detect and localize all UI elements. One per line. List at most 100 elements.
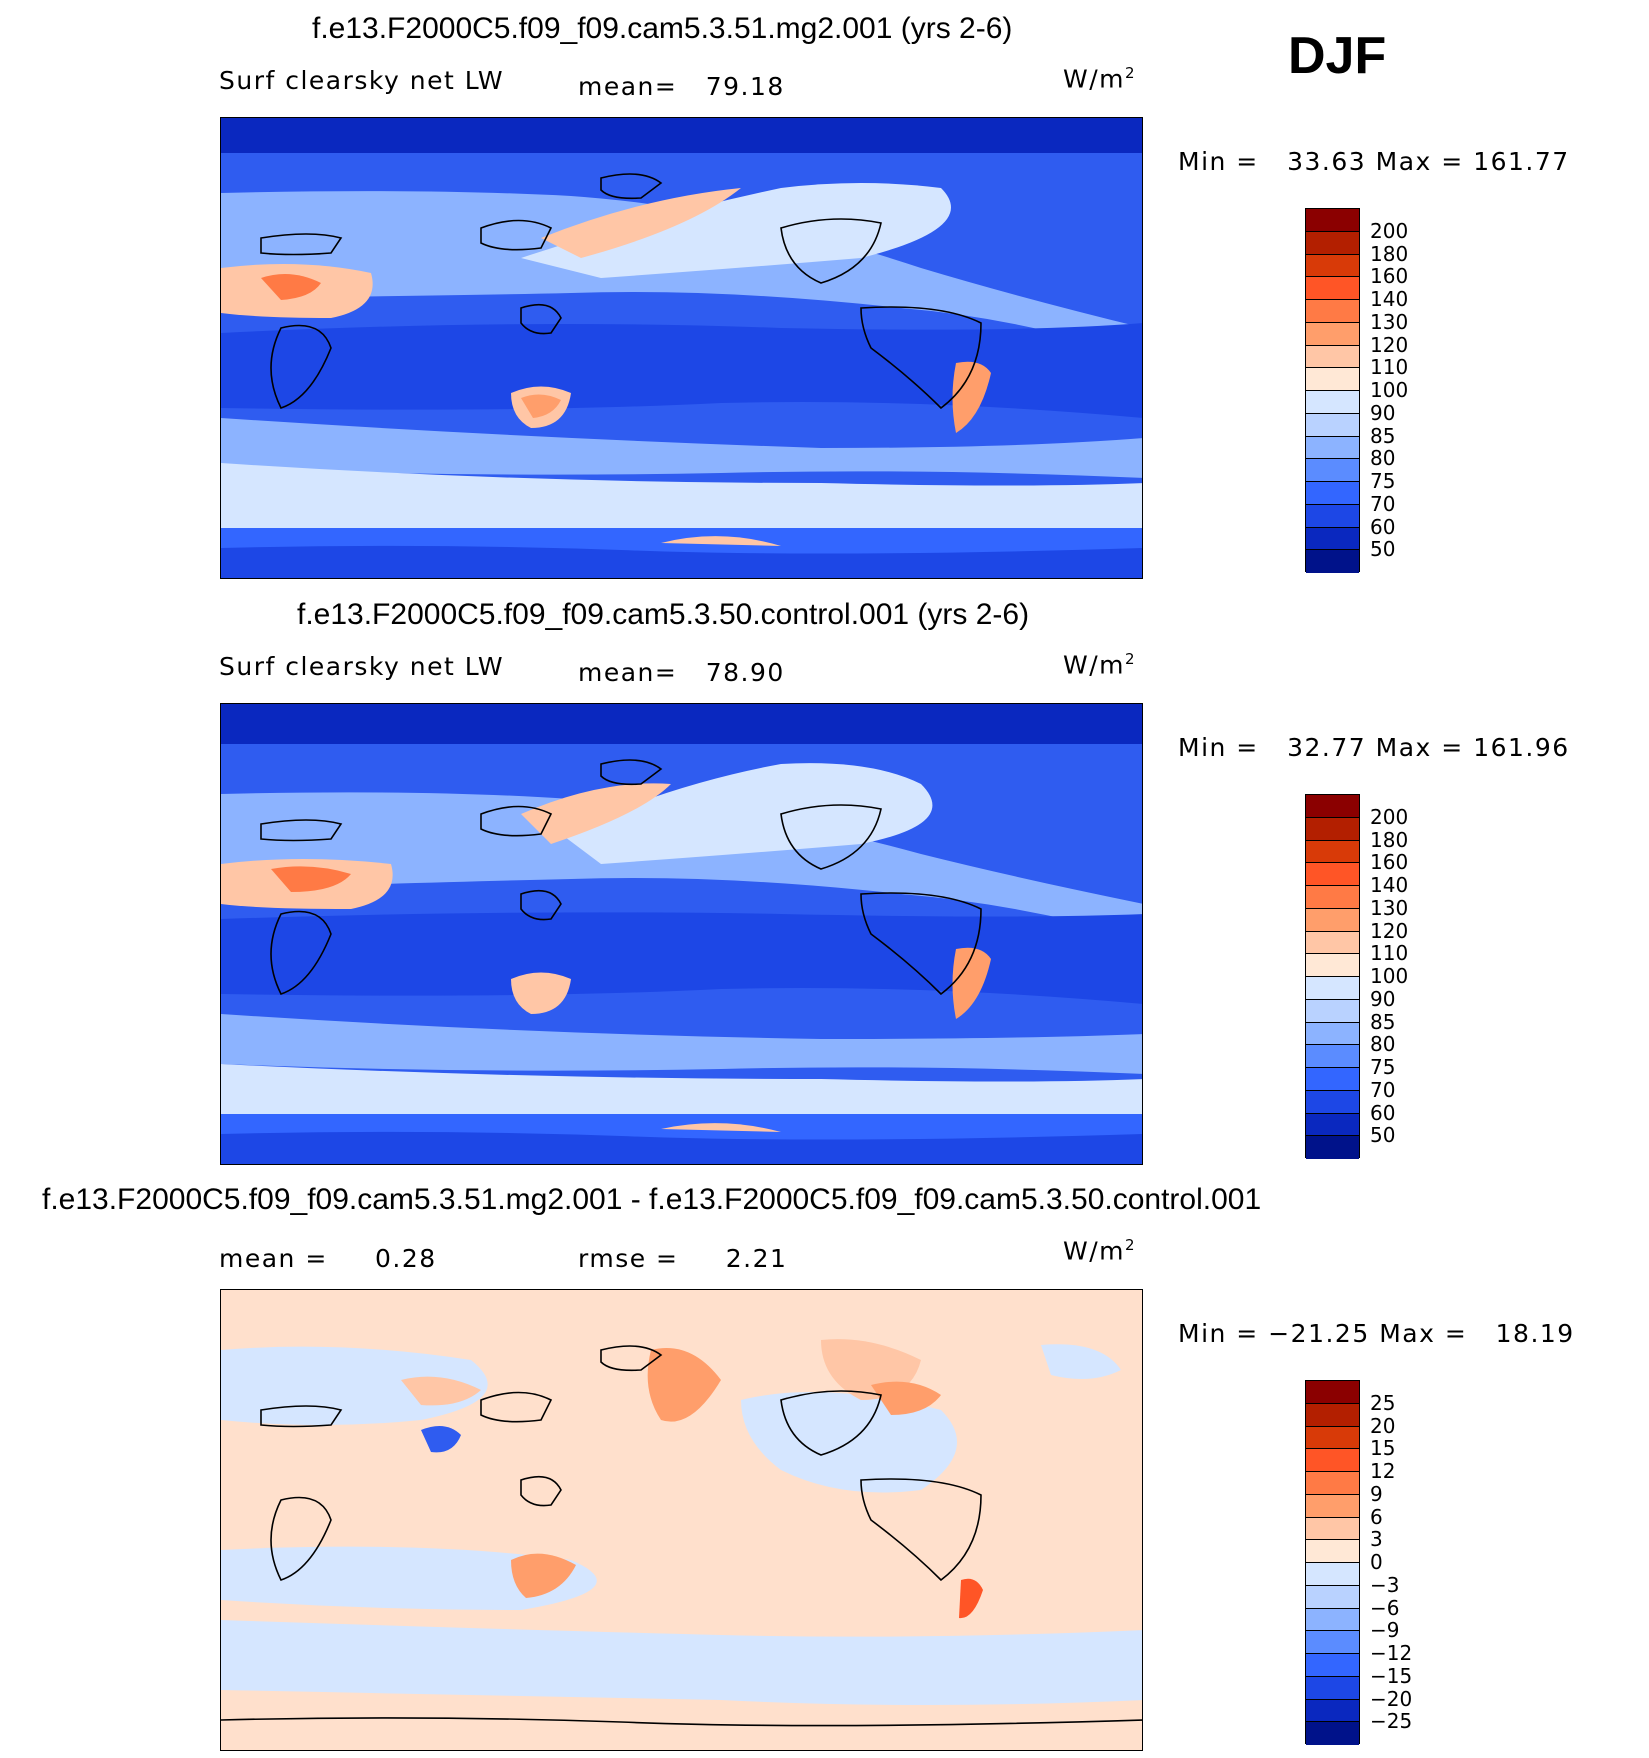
panel2-min-value: 32.77 [1287,733,1367,762]
panel1-mean-value: 79.18 [705,72,785,101]
colorbar-tick-label: 3 [1370,1527,1383,1552]
panel2-variable: Surf clearsky net LW [219,652,505,681]
colorbar-swatch [1306,1113,1359,1137]
colorbar-swatch [1306,1136,1359,1159]
colorbar-swatch [1306,1585,1359,1609]
colorbar-tick-label: 110 [1370,941,1409,966]
panel2-mean-label: mean= [578,658,678,687]
panel2-max-label: Max = [1375,733,1464,762]
colorbar-tick-label: 12 [1370,1459,1396,1483]
colorbar-swatch [1306,1022,1359,1046]
colorbar-swatch [1306,1608,1359,1632]
colorbar-swatch [1306,1654,1359,1677]
colorbar-swatch [1306,1494,1359,1518]
panel1-field [221,118,1142,578]
colorbar-swatch [1306,817,1359,841]
colorbar-tick-label: 75 [1370,1055,1396,1079]
panel2-mean-value: 78.90 [705,658,785,687]
colorbar-swatch [1306,368,1359,391]
colorbar-tick-label: −12 [1370,1641,1413,1665]
panel1-mean: mean= 79.18 [578,72,785,101]
panel1-units: W/m2 [1063,64,1137,94]
colorbar-tick-label: −3 [1370,1572,1400,1597]
colorbar-swatch [1306,300,1359,323]
colorbar-tick-label: 85 [1370,1009,1396,1034]
colorbar-tick-label: 160 [1370,850,1409,875]
colorbar-tick-label: −15 [1370,1663,1413,1688]
colorbar-swatch [1306,1403,1359,1427]
colorbar-swatch [1306,863,1359,886]
colorbar-swatch [1306,999,1359,1023]
panel1-min-value: 33.63 [1287,147,1367,176]
panel1-variable: Surf clearsky net LW [219,66,505,95]
colorbar-swatch [1306,908,1359,932]
colorbar-tick-label: 20 [1370,1413,1396,1438]
colorbar-tick-label: 180 [1370,241,1409,266]
panel2-colorbar [1305,794,1360,1159]
colorbar-swatch [1306,322,1359,346]
colorbar-tick-label: 130 [1370,309,1409,334]
colorbar-swatch [1306,977,1359,1000]
colorbar-tick-label: 60 [1370,514,1396,539]
colorbar-tick-label: 50 [1370,537,1396,562]
colorbar-tick-label: 200 [1370,218,1409,243]
colorbar-swatch [1306,482,1359,505]
colorbar-swatch [1306,345,1359,369]
colorbar-tick-label: 110 [1370,355,1409,380]
colorbar-tick-label: 90 [1370,986,1396,1011]
colorbar-tick-label: 80 [1370,1032,1396,1057]
panel3-units: W/m2 [1063,1236,1137,1266]
panel1-colorbar [1305,208,1360,573]
panel2-min-label: Min = [1178,733,1259,762]
panel3-title: f.e13.F2000C5.f09_f09.cam5.3.51.mg2.001 … [42,1183,1262,1216]
panel3-max-label: Max = [1379,1319,1468,1348]
panel1-mean-label: mean= [578,72,678,101]
panel3-minmax: Min = −21.25 Max = 18.19 [1178,1319,1575,1348]
panel1-minmax: Min = 33.63 Max = 161.77 [1178,147,1570,176]
colorbar-tick-label: 15 [1370,1436,1396,1461]
panel3-min-value: −21.25 [1268,1319,1370,1348]
colorbar-tick-label: 85 [1370,423,1396,448]
colorbar-tick-label: 70 [1370,1077,1396,1102]
colorbar-swatch [1306,277,1359,300]
panel2-minmax: Min = 32.77 Max = 161.96 [1178,733,1570,762]
colorbar-swatch [1306,504,1359,528]
panel3-map [220,1289,1143,1751]
colorbar-tick-label: 100 [1370,964,1409,988]
colorbar-swatch [1306,231,1359,255]
panel1-max-label: Max = [1375,147,1464,176]
colorbar-tick-label: −9 [1370,1618,1400,1643]
colorbar-tick-label: 9 [1370,1481,1383,1506]
panel2-max-value: 161.96 [1473,733,1570,762]
colorbar-swatch [1306,886,1359,909]
colorbar-tick-label: 90 [1370,400,1396,425]
colorbar-swatch [1306,840,1359,864]
colorbar-swatch [1306,1472,1359,1495]
colorbar-swatch [1306,1631,1359,1654]
colorbar-swatch [1306,1517,1359,1541]
panel3-rmse-value: 2.21 [725,1244,788,1273]
colorbar-swatch [1306,1563,1359,1586]
colorbar-tick-label: 6 [1370,1504,1383,1529]
colorbar-swatch [1306,413,1359,437]
colorbar-swatch [1306,459,1359,482]
panel2-mean: mean= 78.90 [578,658,785,687]
colorbar-tick-label: 180 [1370,827,1409,852]
panel3-mean: mean = 0.28 [219,1244,437,1273]
colorbar-tick-label: −25 [1370,1709,1413,1734]
panel3-max-value: 18.19 [1495,1319,1575,1348]
panel1-max-value: 161.77 [1473,147,1570,176]
colorbar-tick-label: 80 [1370,446,1396,471]
panel3-mean-value: 0.28 [375,1244,437,1273]
colorbar-swatch [1306,931,1359,955]
colorbar-swatch [1306,550,1359,573]
colorbar-tick-label: 70 [1370,491,1396,516]
colorbar-swatch [1306,436,1359,460]
colorbar-swatch [1306,1381,1359,1404]
colorbar-tick-label: 140 [1370,873,1409,897]
colorbar-tick-label: 0 [1370,1550,1383,1574]
colorbar-swatch [1306,1699,1359,1723]
colorbar-swatch [1306,795,1359,818]
colorbar-tick-label: 25 [1370,1390,1396,1415]
panel3-rmse: rmse = 2.21 [578,1244,787,1273]
